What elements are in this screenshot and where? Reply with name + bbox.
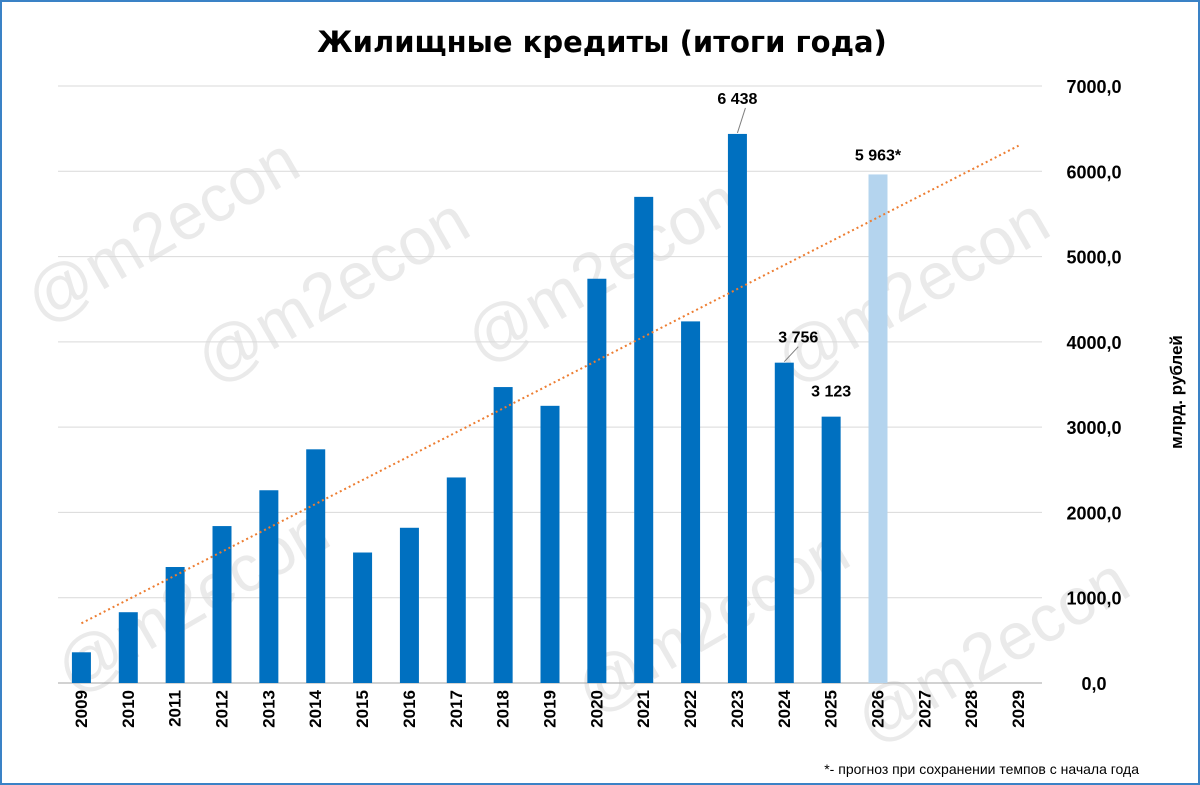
x-tick-label: 2011 [166, 690, 185, 727]
x-tick-label: 2014 [306, 689, 325, 727]
bar [540, 405, 560, 683]
y-axis-label: млрд. рублей [1167, 335, 1186, 449]
data-label: 3 756 [778, 330, 818, 347]
y-tick-label: 5000,0 [1066, 248, 1121, 268]
x-tick-label: 2020 [587, 690, 606, 728]
bar [634, 196, 654, 683]
x-tick-label: 2013 [259, 690, 278, 728]
data-label: 5 963* [855, 147, 902, 164]
bar [212, 526, 232, 683]
x-axis-ticks: 2009 2010 2011 2012 2013 2014 2015 2016 2017 2018… [72, 689, 1028, 727]
x-tick-label: 2010 [119, 690, 138, 728]
x-tick-label: 2017 [447, 690, 466, 728]
bar [727, 133, 747, 684]
bar [821, 416, 841, 683]
x-tick-label: 2029 [1009, 690, 1028, 728]
bar [493, 387, 513, 683]
x-tick-label: 2027 [915, 690, 934, 728]
data-label: 3 123 [811, 384, 851, 401]
bars [71, 133, 888, 684]
y-tick-label: 2000,0 [1066, 503, 1121, 523]
trendline-group [80, 144, 1020, 625]
footnote: *- прогноз при сохранении темпов с начал… [824, 761, 1139, 777]
bar [399, 527, 419, 683]
x-tick-label: 2022 [681, 690, 700, 728]
data-label: 6 438 [717, 91, 757, 108]
bar [587, 278, 607, 683]
bar [306, 449, 326, 683]
bar [118, 612, 138, 683]
label-leader-line [736, 107, 746, 134]
x-tick-label: 2026 [869, 690, 888, 728]
x-tick-label: 2028 [962, 690, 981, 728]
bar [71, 652, 91, 683]
x-tick-label: 2023 [728, 690, 747, 728]
chart-title: Жилищные кредиты (итоги года) [317, 25, 887, 59]
y-tick-label: 7000,0 [1066, 77, 1121, 97]
y-tick-label: 6000,0 [1066, 162, 1121, 182]
x-tick-label: 2015 [353, 690, 372, 728]
bar [259, 490, 279, 683]
y-tick-label: 3000,0 [1066, 418, 1121, 438]
x-tick-label: 2016 [400, 690, 419, 728]
bar [353, 552, 373, 683]
y-axis-ticks: 0,0 1000,0 2000,0 3000,0 4000,0 5000,0 6000,0 7… [1066, 77, 1121, 694]
x-tick-label: 2012 [213, 690, 232, 728]
x-tick-label: 2025 [822, 690, 841, 728]
x-tick-label: 2021 [634, 690, 653, 728]
label-leader-line [783, 346, 799, 363]
trendline [80, 144, 1020, 625]
x-tick-label: 2018 [494, 690, 513, 728]
y-tick-label: 1000,0 [1066, 589, 1121, 609]
bar [774, 362, 794, 683]
forecast-bar [868, 174, 888, 683]
bar [165, 567, 185, 683]
x-tick-label: 2009 [72, 690, 91, 728]
y-tick-label: 4000,0 [1066, 333, 1121, 353]
bar [681, 321, 701, 683]
x-tick-label: 2019 [541, 690, 560, 728]
y-tick-label: 0,0 [1081, 674, 1106, 694]
x-tick-label: 2024 [775, 689, 794, 727]
bar [446, 477, 466, 683]
data-labels: 6 438 3 756 3 123 5 963* [717, 91, 902, 401]
